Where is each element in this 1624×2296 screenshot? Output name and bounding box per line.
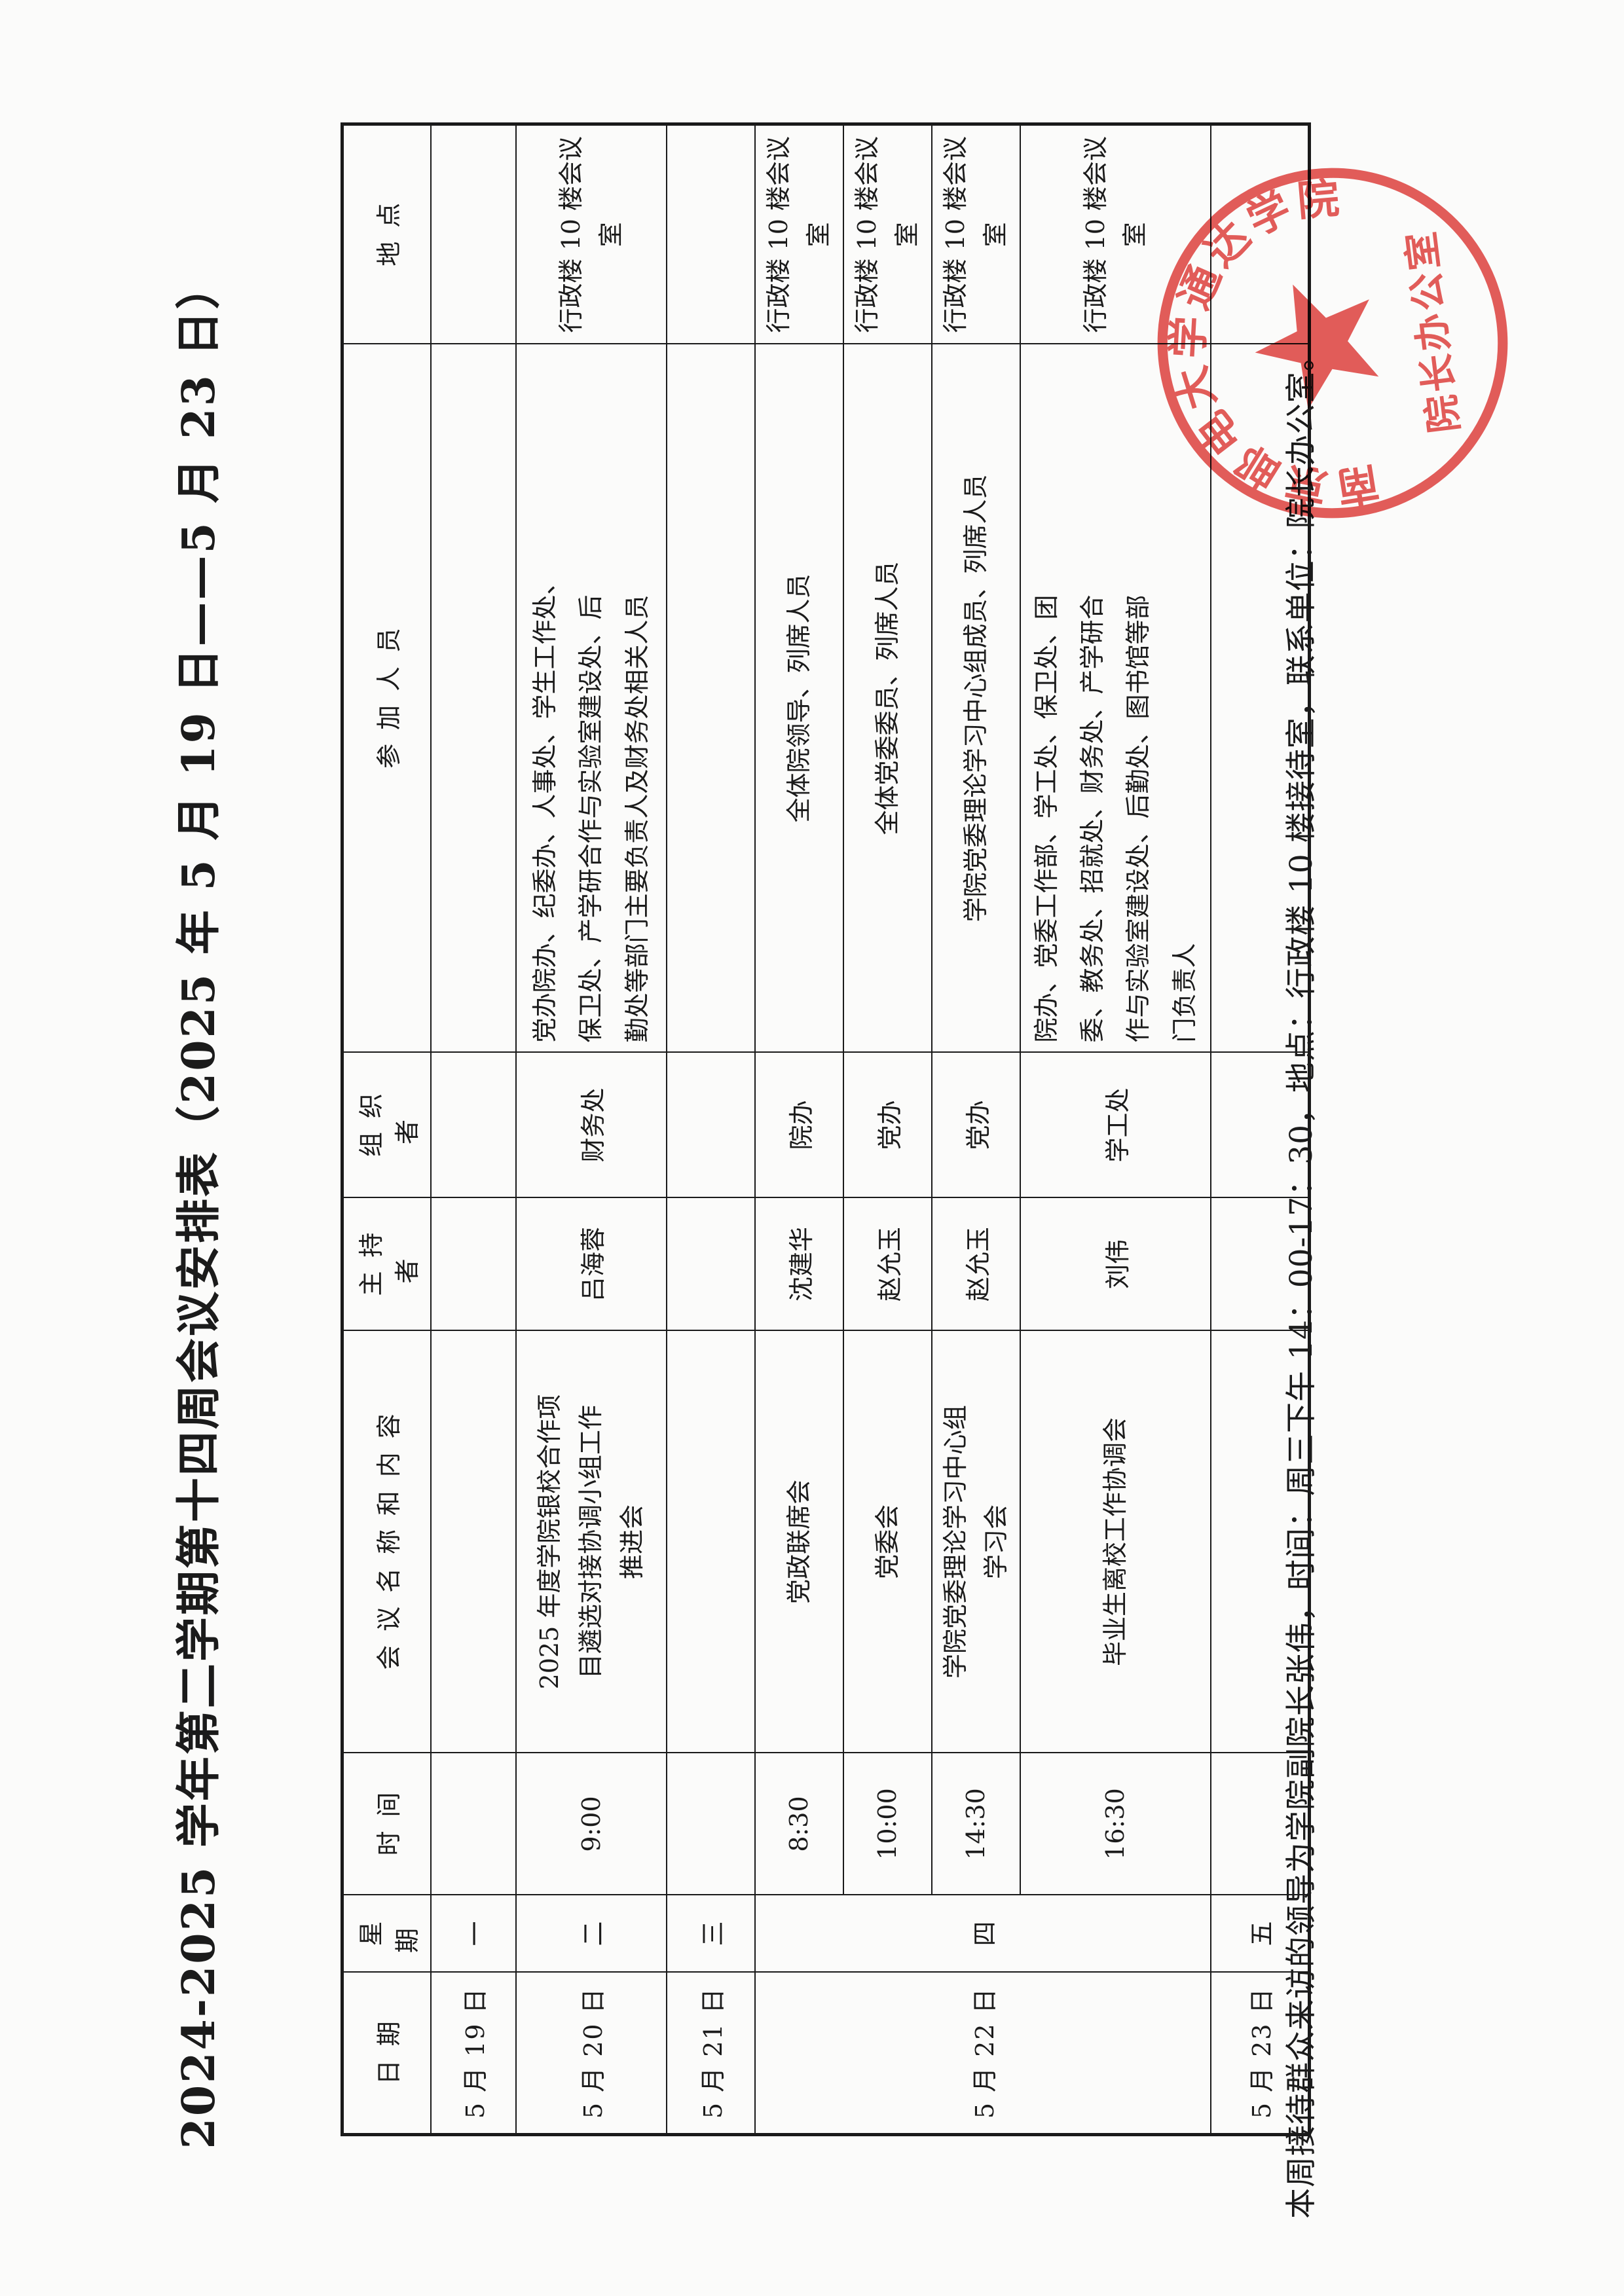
header-weekday: 星期 — [342, 1895, 431, 1973]
table-row-wednesday: 5 月 21 日 三 — [666, 124, 755, 2135]
cell-thu4-time: 16:30 — [1020, 1753, 1211, 1895]
header-date: 日期 — [342, 1972, 431, 2135]
cell-tue-meeting: 2025 年度学院银校合作项 目遴选对接协调小组工作 推进会 — [515, 1330, 667, 1753]
cell-tue-participants: 党办院办、纪委办、人事处、学生工作处、 保卫处、产学研合作与实验室建设处、后 勤… — [515, 344, 667, 1053]
cell-wed-time — [666, 1753, 755, 1895]
cell-tue-weekday: 二 — [515, 1895, 667, 1973]
header-participants: 参加人员 — [342, 344, 431, 1053]
stamp-office-text: 院长办公室 — [1398, 227, 1467, 435]
cell-tue-location: 行政楼 10 楼会议室 — [515, 124, 667, 344]
cell-thu2-time: 10:00 — [843, 1753, 932, 1895]
cell-mon-host — [430, 1197, 516, 1331]
cell-thu2-location: 行政楼 10 楼会议室 — [843, 124, 932, 344]
cell-wed-date: 5 月 21 日 — [666, 1972, 755, 2135]
cell-thu2-organizer: 党办 — [843, 1052, 932, 1198]
cell-thu2-participants: 全体党委委员、列席人员 — [843, 344, 932, 1053]
cell-thu1-time: 8:30 — [754, 1753, 843, 1895]
cell-thu1-participants: 全体院领导、列席人员 — [754, 344, 843, 1053]
cell-thu3-organizer: 党办 — [931, 1052, 1020, 1198]
cell-wed-participants — [666, 344, 755, 1053]
cell-thu1-organizer: 院办 — [754, 1052, 843, 1198]
cell-thu3-location: 行政楼 10 楼会议室 — [931, 124, 1020, 344]
cell-tue-host: 吕海蓉 — [515, 1197, 667, 1331]
cell-mon-weekday: 一 — [430, 1895, 516, 1973]
cell-thu-weekday: 四 — [754, 1895, 1211, 1973]
star-icon — [1255, 284, 1379, 410]
cell-mon-date: 5 月 19 日 — [430, 1972, 516, 2135]
cell-wed-weekday: 三 — [666, 1895, 755, 1973]
cell-thu2-host: 赵允玉 — [843, 1197, 932, 1331]
header-organizer: 组织者 — [342, 1052, 431, 1198]
cell-thu1-meeting: 党政联席会 — [754, 1330, 843, 1753]
header-meeting: 会议名称和内容 — [342, 1330, 431, 1753]
cell-thu2-meeting: 党委会 — [843, 1330, 932, 1753]
official-seal-stamp: 南京邮电大学通达学院 院长办公室 — [1143, 168, 1508, 532]
cell-thu4-meeting: 毕业生离校工作协调会 — [1020, 1330, 1211, 1753]
cell-mon-meeting — [430, 1330, 516, 1753]
header-time: 时间 — [342, 1753, 431, 1895]
cell-thu1-host: 沈建华 — [754, 1197, 843, 1331]
cell-thu3-time: 14:30 — [931, 1753, 1020, 1895]
cell-mon-location — [430, 124, 516, 344]
table-row-monday: 5 月 19 日 一 — [430, 124, 516, 2135]
header-location: 地点 — [342, 124, 431, 344]
page-title: 2024-2025 学年第二学期第十四周会议安排表（2025 年 5 月 19 … — [173, 263, 225, 2149]
cell-tue-date: 5 月 20 日 — [515, 1972, 667, 2135]
cell-mon-participants — [430, 344, 516, 1053]
cell-thu-date: 5 月 22 日 — [754, 1972, 1211, 2135]
cell-thu3-participants: 学院党委理论学习中心组成员、列席人员 — [931, 344, 1020, 1053]
cell-tue-organizer: 财务处 — [515, 1052, 667, 1198]
cell-wed-host — [666, 1197, 755, 1331]
cell-thu4-organizer: 学工处 — [1020, 1052, 1211, 1198]
table-row-thursday-1430: 14:30 学院党委理论学习中心组 学习会 赵允玉 党办 学院党委理论学习中心组… — [931, 124, 1020, 2135]
cell-mon-organizer — [430, 1052, 516, 1198]
stamp-ring-icon — [1157, 168, 1508, 519]
cell-wed-organizer — [666, 1052, 755, 1198]
header-host: 主持者 — [342, 1197, 431, 1331]
cell-wed-location — [666, 124, 755, 344]
cell-thu3-host: 赵允玉 — [931, 1197, 1020, 1331]
cell-thu3-meeting: 学院党委理论学习中心组 学习会 — [931, 1330, 1020, 1753]
cell-thu1-location: 行政楼 10 楼会议室 — [754, 124, 843, 344]
table-header-row: 日期 星期 时间 会议名称和内容 主持者 组织者 参加人员 地点 — [342, 124, 431, 2135]
table-row-thursday-830: 5 月 22 日 四 8:30 党政联席会 沈建华 院办 全体院领导、列席人员 … — [754, 124, 1211, 2135]
cell-mon-time — [430, 1753, 516, 1895]
table-row-thursday-1000: 10:00 党委会 赵允玉 党办 全体党委委员、列席人员 行政楼 10 楼会议室 — [843, 124, 932, 2135]
table-row-tuesday: 5 月 20 日 二 9:00 2025 年度学院银校合作项 目遴选对接协调小组… — [515, 124, 667, 2135]
cell-tue-time: 9:00 — [515, 1753, 667, 1895]
cell-thu4-host: 刘伟 — [1020, 1197, 1211, 1331]
cell-wed-meeting — [666, 1330, 755, 1753]
